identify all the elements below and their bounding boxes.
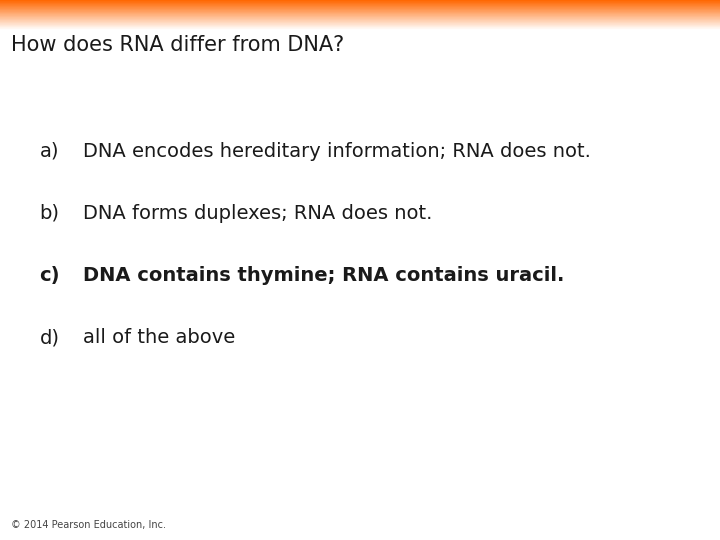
Text: d): d) [40,328,60,347]
Text: How does RNA differ from DNA?: How does RNA differ from DNA? [11,35,344,55]
Text: DNA contains thymine; RNA contains uracil.: DNA contains thymine; RNA contains uraci… [83,266,564,285]
Text: all of the above: all of the above [83,328,235,347]
Text: a): a) [40,141,59,161]
Text: c): c) [40,266,60,285]
Text: DNA encodes hereditary information; RNA does not.: DNA encodes hereditary information; RNA … [83,141,590,161]
Text: DNA forms duplexes; RNA does not.: DNA forms duplexes; RNA does not. [83,204,432,223]
Text: © 2014 Pearson Education, Inc.: © 2014 Pearson Education, Inc. [11,520,166,530]
Text: b): b) [40,204,60,223]
